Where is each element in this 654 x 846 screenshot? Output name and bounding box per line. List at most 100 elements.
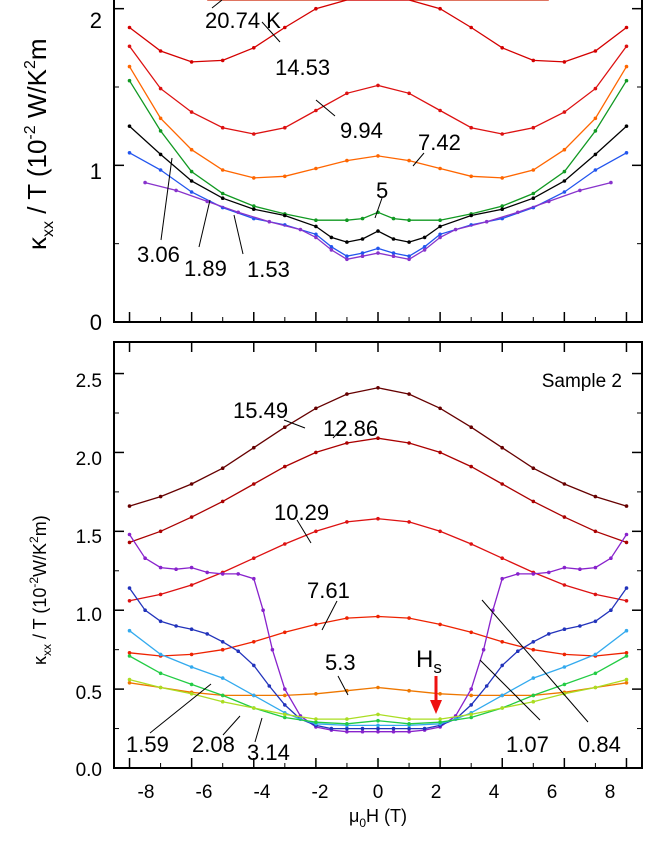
data-point bbox=[127, 532, 132, 537]
data-point bbox=[189, 110, 194, 114]
data-point bbox=[391, 251, 396, 255]
lower-ytick-label: 0.0 bbox=[76, 760, 102, 781]
data-point bbox=[562, 482, 567, 486]
data-point bbox=[500, 482, 505, 486]
data-point bbox=[360, 254, 365, 258]
series-15-49 bbox=[127, 386, 629, 508]
data-point bbox=[298, 227, 303, 232]
hs-label: Hs bbox=[416, 646, 442, 677]
data-point bbox=[376, 154, 380, 158]
data-point bbox=[547, 632, 551, 636]
series-line bbox=[129, 152, 627, 257]
series-label-10-29: 10.29 bbox=[274, 500, 329, 525]
data-point bbox=[283, 25, 287, 30]
data-point bbox=[127, 599, 132, 603]
data-point bbox=[562, 682, 567, 687]
data-point bbox=[469, 125, 474, 130]
upper-series-group bbox=[127, 0, 629, 262]
lower-ytick-label: 2.5 bbox=[76, 371, 102, 392]
data-point bbox=[562, 665, 567, 669]
data-point bbox=[593, 49, 598, 53]
upper-ticks bbox=[114, 7, 642, 323]
data-point bbox=[609, 180, 613, 185]
data-point bbox=[593, 652, 598, 657]
series-line bbox=[129, 615, 627, 657]
data-point bbox=[252, 132, 256, 136]
data-point bbox=[205, 632, 209, 636]
data-point bbox=[205, 199, 209, 204]
data-point bbox=[158, 86, 163, 91]
data-point bbox=[481, 647, 486, 652]
lower-y-axis-label: κxx / T (10-2W/K2m) bbox=[27, 515, 54, 665]
data-point bbox=[469, 174, 474, 179]
data-point bbox=[220, 466, 225, 471]
data-point bbox=[376, 729, 380, 734]
data-point bbox=[562, 515, 567, 519]
data-point bbox=[283, 464, 287, 469]
series-5 bbox=[127, 78, 629, 222]
data-point bbox=[500, 445, 505, 450]
data-point bbox=[283, 630, 287, 635]
data-point bbox=[127, 540, 132, 545]
data-point bbox=[407, 158, 411, 163]
data-point bbox=[252, 640, 256, 644]
data-point bbox=[220, 168, 225, 172]
data-point bbox=[469, 687, 474, 691]
series-label-1-89: 1.89 bbox=[184, 256, 227, 281]
data-point bbox=[252, 46, 256, 50]
data-point bbox=[189, 147, 194, 152]
data-point bbox=[345, 717, 349, 721]
data-point bbox=[314, 406, 318, 411]
series-7-42 bbox=[127, 64, 629, 180]
data-point bbox=[391, 216, 396, 221]
hs-arrow-head bbox=[430, 700, 442, 714]
data-point bbox=[547, 199, 551, 204]
data-point bbox=[314, 622, 318, 627]
data-point bbox=[469, 703, 474, 707]
data-point bbox=[314, 720, 318, 724]
data-point bbox=[252, 706, 256, 710]
data-point bbox=[158, 116, 163, 121]
series-1-89 bbox=[127, 151, 629, 258]
data-point bbox=[127, 124, 132, 128]
series-label-14-53: 14.53 bbox=[275, 55, 330, 80]
data-point bbox=[531, 693, 536, 698]
series-label-5: 5 bbox=[376, 178, 388, 203]
data-point bbox=[189, 627, 194, 631]
data-point bbox=[593, 129, 598, 133]
data-point bbox=[624, 124, 629, 128]
data-point bbox=[624, 504, 629, 508]
data-point bbox=[314, 235, 318, 240]
data-point bbox=[578, 188, 582, 193]
data-point bbox=[407, 688, 411, 693]
data-point bbox=[143, 556, 147, 560]
data-point bbox=[422, 235, 427, 240]
data-point bbox=[391, 729, 396, 734]
lower-series-group bbox=[127, 386, 629, 734]
data-point bbox=[562, 179, 567, 183]
data-point bbox=[252, 207, 256, 211]
data-point bbox=[220, 647, 225, 652]
data-point bbox=[127, 651, 132, 655]
data-point bbox=[531, 572, 536, 576]
data-point bbox=[220, 676, 225, 680]
data-point bbox=[376, 251, 380, 255]
x-axis-label: μ0H (T) bbox=[349, 806, 407, 830]
data-point bbox=[376, 712, 380, 717]
data-point bbox=[469, 693, 474, 698]
data-point bbox=[609, 608, 613, 612]
data-point bbox=[624, 628, 629, 633]
data-point bbox=[407, 616, 411, 620]
data-point bbox=[252, 176, 256, 180]
data-point bbox=[593, 116, 598, 121]
data-point bbox=[283, 703, 287, 707]
data-point bbox=[189, 692, 194, 696]
data-point bbox=[345, 729, 349, 734]
data-point bbox=[189, 515, 194, 519]
series-label-1-07: 1.07 bbox=[506, 732, 549, 757]
data-point bbox=[438, 108, 442, 113]
data-point bbox=[500, 46, 505, 50]
data-point bbox=[158, 129, 163, 133]
data-point bbox=[158, 671, 163, 676]
upper-leaders bbox=[160, 0, 425, 255]
